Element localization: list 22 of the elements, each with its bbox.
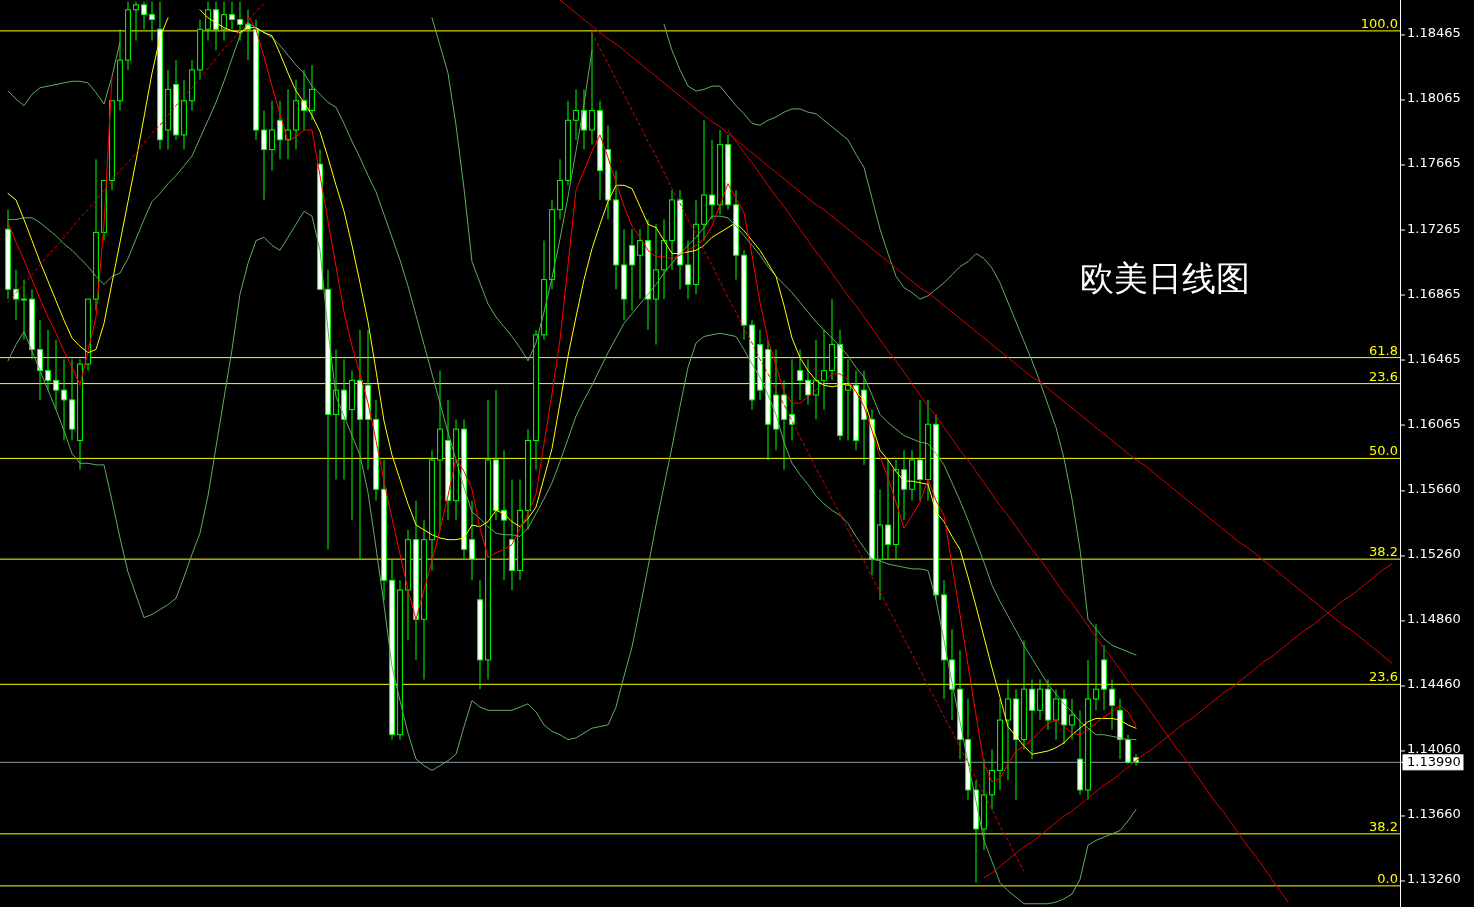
y-tick-label: 1.15260	[1407, 546, 1461, 562]
y-tick-label: 1.13260	[1407, 871, 1461, 887]
annotation: 0.0	[1377, 870, 1398, 886]
y-tick-label: 1.18465	[1407, 25, 1461, 41]
annotation: 38.2	[1369, 544, 1398, 560]
annotation: 23.6	[1369, 368, 1398, 384]
y-tick-label: 1.16865	[1407, 285, 1461, 301]
annotation: 23.6	[1369, 669, 1398, 685]
annotation: 100.0	[1360, 15, 1398, 31]
text: 欧美日线图	[1080, 258, 1250, 298]
y-tick-label: 1.14860	[1407, 611, 1461, 627]
y-tick-label: 1.13660	[1407, 806, 1461, 822]
y-tick-label: 1.16465	[1407, 350, 1461, 366]
y-tick-label: 1.16065	[1407, 415, 1461, 431]
y-tick-label: 1.15660	[1407, 481, 1461, 497]
y-tick-label: 1.18065	[1407, 90, 1461, 106]
y-tick-label: 1.17265	[1407, 220, 1461, 236]
y-tick-label: 1.17665	[1407, 155, 1461, 171]
y-tick-label: 1.14460	[1407, 676, 1461, 692]
annotation: 50.0	[1369, 443, 1398, 459]
annotation: 61.8	[1369, 342, 1398, 358]
annotation: 38.2	[1369, 818, 1398, 834]
